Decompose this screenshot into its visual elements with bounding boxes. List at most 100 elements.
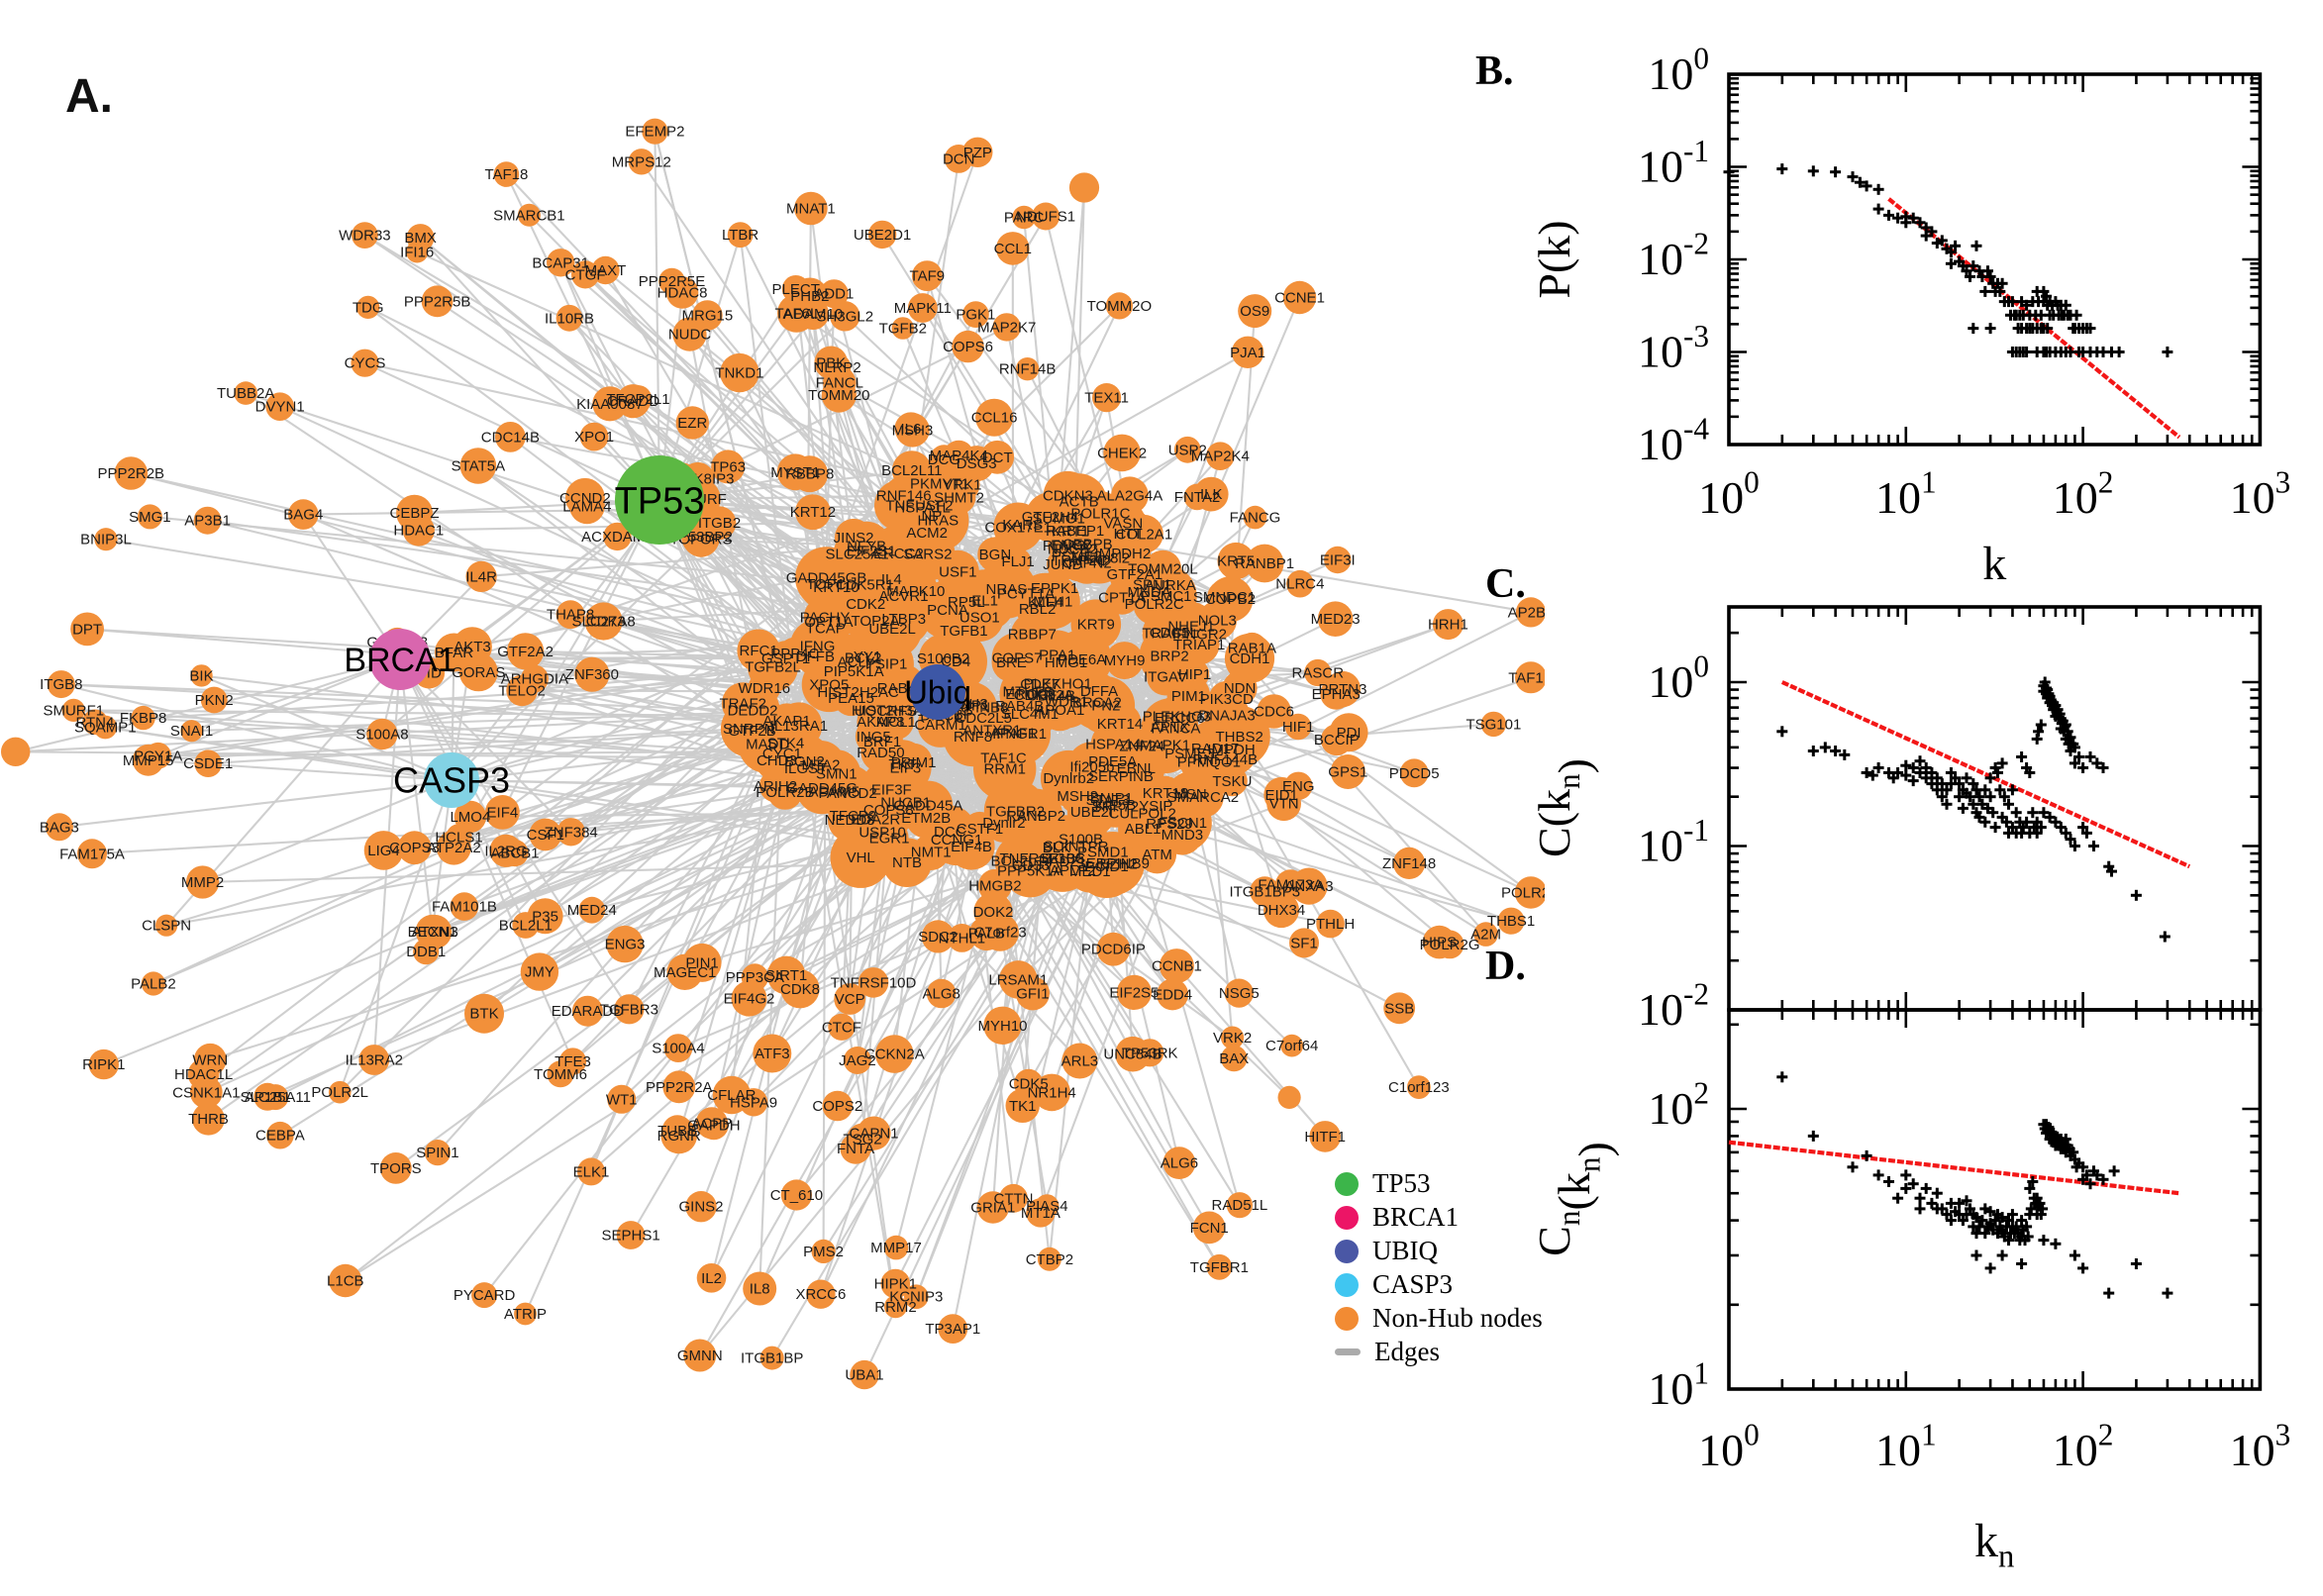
network-node[interactable] — [1284, 771, 1313, 800]
network-node[interactable] — [1162, 1147, 1196, 1179]
network-node[interactable] — [780, 969, 820, 1009]
network-node[interactable] — [858, 967, 889, 998]
network-node[interactable] — [189, 1075, 223, 1109]
network-node[interactable] — [1480, 711, 1507, 738]
network-node[interactable] — [907, 293, 938, 323]
network-node[interactable] — [759, 1346, 784, 1370]
network-node[interactable] — [658, 267, 685, 295]
network-node[interactable] — [675, 406, 709, 440]
network-node[interactable] — [1105, 292, 1133, 320]
network-node[interactable] — [1096, 932, 1131, 966]
network-node[interactable] — [464, 993, 504, 1034]
network-node[interactable] — [945, 466, 980, 503]
network-node[interactable] — [1221, 1026, 1245, 1049]
network-node[interactable] — [1320, 724, 1353, 756]
network-node[interactable] — [1103, 434, 1141, 472]
network-node[interactable] — [1289, 928, 1319, 958]
network-node[interactable] — [193, 506, 222, 535]
network-node[interactable] — [607, 1084, 637, 1114]
network-node[interactable] — [616, 1221, 646, 1249]
network-node[interactable] — [288, 499, 319, 530]
network-node[interactable] — [891, 317, 915, 340]
network-node[interactable] — [565, 477, 605, 518]
network-node[interactable] — [1, 737, 31, 766]
network-node[interactable] — [1320, 677, 1353, 710]
network-node[interactable] — [47, 670, 75, 699]
network-node[interactable] — [514, 1302, 537, 1326]
network-node[interactable] — [1070, 599, 1122, 649]
network-node[interactable] — [1316, 909, 1345, 939]
network-node[interactable] — [1309, 1121, 1341, 1152]
network-node[interactable] — [93, 715, 118, 740]
network-node[interactable] — [200, 686, 228, 714]
network-node[interactable] — [996, 232, 1030, 265]
network-node[interactable] — [190, 664, 213, 687]
network-node[interactable] — [193, 1043, 227, 1076]
network-node[interactable] — [1008, 788, 1063, 843]
network-node[interactable] — [421, 285, 454, 318]
hub-node-brca1[interactable] — [369, 629, 431, 690]
network-node[interactable] — [446, 824, 472, 850]
network-node[interactable] — [662, 1070, 696, 1104]
network-node[interactable] — [1051, 473, 1107, 530]
network-node[interactable] — [811, 1239, 836, 1263]
network-node[interactable] — [952, 330, 984, 363]
network-node[interactable] — [1004, 548, 1032, 575]
network-node[interactable] — [527, 898, 563, 935]
network-node[interactable] — [450, 892, 479, 921]
network-node[interactable] — [614, 994, 645, 1025]
network-node[interactable] — [1245, 544, 1284, 583]
network-node[interactable] — [828, 1013, 856, 1041]
network-node[interactable] — [883, 1235, 909, 1260]
network-node[interactable] — [1435, 930, 1464, 959]
network-node[interactable] — [141, 971, 165, 996]
network-node[interactable] — [1237, 632, 1267, 663]
network-node[interactable] — [926, 978, 957, 1009]
network-node[interactable] — [529, 818, 562, 851]
network-node[interactable] — [1015, 976, 1050, 1011]
network-node[interactable] — [192, 1102, 225, 1136]
network-node[interactable] — [692, 300, 723, 331]
network-node[interactable] — [1217, 765, 1248, 797]
network-node[interactable] — [1153, 807, 1186, 841]
network-node[interactable] — [352, 222, 378, 249]
network-node[interactable] — [943, 707, 1003, 767]
network-node[interactable] — [1393, 847, 1426, 880]
network-node[interactable] — [739, 1088, 768, 1117]
network-node[interactable] — [262, 1084, 289, 1111]
network-node[interactable] — [1280, 1034, 1304, 1057]
network-node[interactable] — [915, 499, 948, 532]
network-node[interactable] — [780, 1179, 813, 1211]
network-node[interactable] — [727, 222, 754, 249]
network-node[interactable] — [520, 952, 559, 991]
network-node[interactable] — [860, 758, 923, 821]
network-node[interactable] — [894, 412, 928, 446]
network-node[interactable] — [869, 818, 909, 857]
network-node[interactable] — [406, 241, 429, 263]
network-node[interactable] — [328, 1080, 352, 1104]
network-node[interactable] — [1250, 876, 1280, 907]
network-node[interactable] — [1098, 788, 1132, 822]
network-node[interactable] — [70, 612, 104, 647]
network-node[interactable] — [850, 1359, 879, 1390]
network-node[interactable] — [1224, 978, 1254, 1008]
network-node[interactable] — [379, 1152, 412, 1184]
network-node[interactable] — [114, 456, 149, 490]
network-node[interactable] — [397, 831, 432, 865]
network-node[interactable] — [1407, 1075, 1431, 1099]
network-node[interactable] — [1317, 601, 1354, 637]
network-node[interactable] — [556, 818, 585, 847]
network-node[interactable] — [471, 1282, 498, 1309]
network-node[interactable] — [660, 1117, 697, 1154]
network-node[interactable] — [485, 795, 520, 830]
network-node[interactable] — [363, 831, 404, 870]
network-node[interactable] — [1026, 1198, 1056, 1228]
network-node[interactable] — [962, 137, 993, 167]
network-node[interactable] — [413, 939, 440, 965]
network-node[interactable] — [77, 839, 107, 869]
network-node[interactable] — [1147, 657, 1184, 696]
network-node[interactable] — [1066, 742, 1118, 792]
network-node[interactable] — [1304, 658, 1332, 687]
network-node[interactable] — [1054, 530, 1091, 567]
network-node[interactable] — [1159, 948, 1194, 984]
